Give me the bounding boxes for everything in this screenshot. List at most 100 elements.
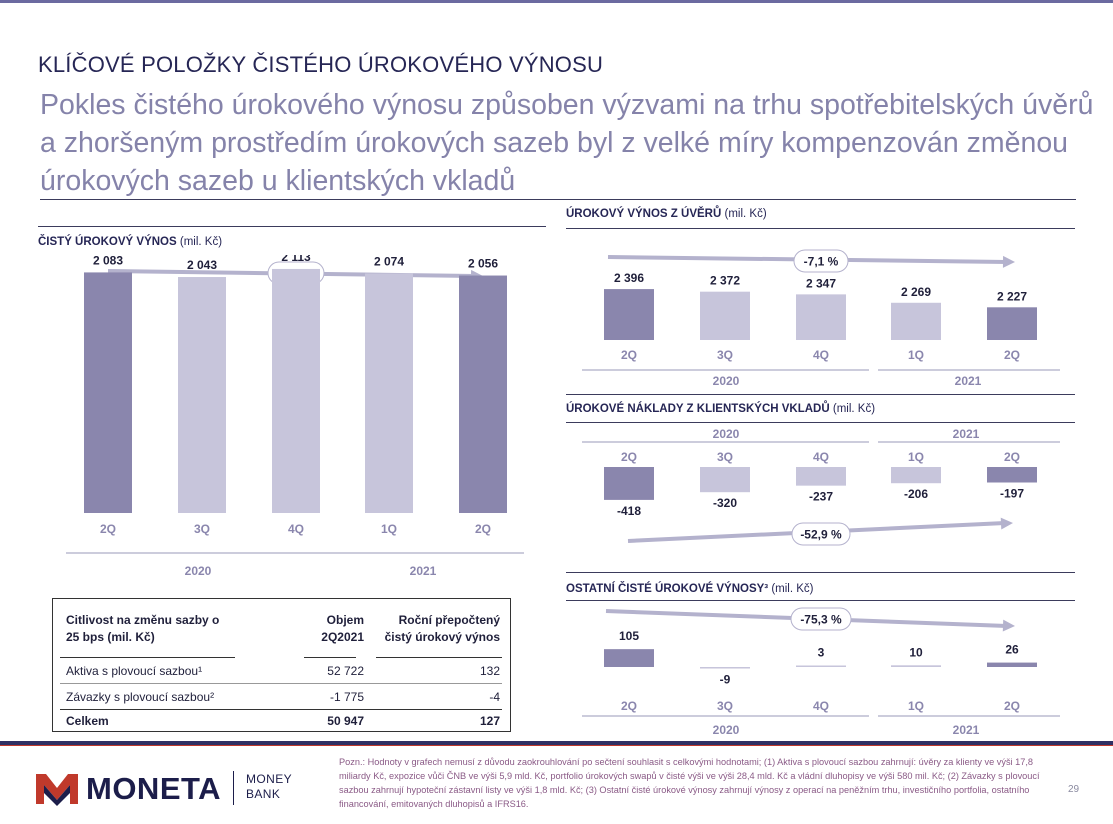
loan-category-label-2: 4Q	[813, 348, 829, 362]
dep-bottom-rule	[566, 572, 1075, 573]
sensitivity-table-frame	[52, 598, 511, 732]
header-nii-line2: čistý úrokový výnos	[384, 630, 500, 644]
nii-bar-3	[365, 273, 413, 513]
sensitivity-table: Citlivost na změnu sazby o 25 bps (mil. …	[58, 600, 508, 732]
header-label-line1: Citlivost na změnu sazby o	[66, 613, 220, 627]
table-header-underline	[304, 657, 356, 658]
other-title-unit: (mil. Kč)	[771, 583, 814, 595]
dep-category-label-0: 2Q	[621, 450, 637, 464]
top-accent-bar	[0, 0, 1113, 3]
nii-category-label-0: 2Q	[100, 522, 116, 536]
dep-change-pill	[791, 522, 851, 546]
table-cell: -1 775	[329, 690, 364, 704]
nii-value-label-0: 2 083	[93, 255, 123, 267]
loan-value-label-2: 2 347	[806, 276, 836, 290]
nii-category-label-4: 2Q	[475, 522, 491, 536]
dep-value-label-0: -418	[617, 504, 641, 518]
loan-category-label-1: 3Q	[717, 348, 733, 362]
loan-chart-title: ÚROKOVÝ VÝNOS Z ÚVĚRŮ (mil. Kč)	[566, 208, 767, 220]
table-cell: Celkem	[66, 714, 109, 728]
nii-title-text: ČISTÝ ÚROKOVÝ VÝNOS	[38, 236, 177, 248]
other-chart-title: OSTATNÍ ČISTÉ ÚROKOVÉ VÝNOSY³ (mil. Kč)	[566, 583, 814, 595]
dep-chart-title: ÚROKOVÉ NÁKLADY Z KLIENTSKÝCH VKLADŮ (mi…	[566, 403, 875, 415]
nii-year-label-1: 2021	[410, 564, 437, 578]
other-category-label-3: 1Q	[908, 699, 924, 713]
other-change-label: -75,3 %	[800, 613, 842, 627]
loan-year-label-0: 2020	[713, 374, 740, 388]
dep-trend-arrow-head	[1000, 517, 1013, 530]
table-cell: Závazky s plovoucí sazbou²	[66, 690, 215, 704]
table-cell: 132	[479, 664, 500, 678]
logo-tagline-line2: BANK	[246, 787, 281, 801]
nii-bar-0	[84, 272, 132, 513]
dep-year-label-1: 2021	[953, 427, 980, 441]
dep-change-label: -52,9 %	[800, 528, 842, 542]
other-value-label-2: 3	[818, 646, 825, 660]
sensitivity-header-nii: Roční přepočtený čistý úrokový výnos	[372, 600, 508, 658]
other-value-label-3: 10	[909, 645, 923, 659]
table-row: Závazky s plovoucí sazbou² -1 775 -4	[58, 684, 508, 710]
other-trend-arrow-head	[1002, 619, 1015, 632]
dep-title-text: ÚROKOVÉ NÁKLADY Z KLIENTSKÝCH VKLADŮ	[566, 403, 830, 415]
dep-category-label-1: 3Q	[717, 450, 733, 464]
page-number: 29	[1068, 784, 1080, 795]
dep-value-label-3: -206	[904, 487, 928, 501]
other-top-rule	[566, 600, 1075, 601]
nii-bar-1	[178, 277, 226, 513]
other-chart: -75,3 % 105 2Q -9 3Q 3 4Q 10 1Q 26 2Q 2020 2021	[582, 607, 1060, 737]
loan-bar-1	[700, 291, 750, 340]
subtitle-underline	[40, 199, 1076, 200]
loan-bottom-rule	[566, 394, 1075, 395]
dep-category-label-2: 4Q	[813, 450, 829, 464]
nii-year-label-0: 2020	[185, 564, 212, 578]
loan-bar-2	[796, 294, 846, 340]
loan-value-label-3: 2 269	[901, 285, 931, 299]
dep-value-label-1: -320	[713, 496, 737, 510]
dep-category-label-3: 1Q	[908, 450, 924, 464]
other-bar-0	[604, 649, 654, 667]
footnote: Pozn.: Hodnoty v grafech nemusí z důvodu…	[339, 757, 1040, 809]
nii-value-label-3: 2 074	[374, 255, 404, 268]
other-value-label-4: 26	[1005, 643, 1019, 657]
loan-bar-4	[987, 307, 1037, 340]
dep-bar-2	[796, 467, 846, 486]
loan-trend-arrow-head	[1002, 255, 1015, 268]
other-change-pill	[790, 607, 852, 631]
table-header-underline	[60, 657, 235, 658]
logo-tagline: MONEY BANK	[246, 772, 292, 802]
nii-category-label-1: 3Q	[194, 522, 210, 536]
dep-top-rule	[566, 422, 1075, 423]
loan-value-label-1: 2 372	[710, 274, 740, 288]
header-nii-line1: Roční přepočtený	[398, 613, 500, 627]
table-row-divider	[60, 683, 502, 684]
other-bar-2	[796, 665, 846, 667]
other-bar-1	[700, 667, 750, 669]
table-cell: 127	[479, 714, 500, 728]
loan-value-label-4: 2 227	[997, 289, 1027, 303]
dep-value-label-2: -237	[809, 490, 833, 504]
loan-top-rule	[566, 228, 1075, 229]
nii-value-label-4: 2 056	[468, 257, 498, 271]
loan-value-label-0: 2 396	[614, 271, 644, 285]
loan-year-label-1: 2021	[955, 374, 982, 388]
dep-bar-1	[700, 467, 750, 493]
loan-category-label-3: 1Q	[908, 348, 924, 362]
dep-bar-3	[891, 467, 941, 484]
other-year-label-0: 2020	[713, 723, 740, 737]
dep-category-label-4: 2Q	[1004, 450, 1020, 464]
header-label-line2: 25 bps (mil. Kč)	[66, 630, 155, 644]
dep-bar-4	[987, 467, 1037, 483]
logo-wordmark: MONETA	[86, 771, 222, 806]
loan-change-pill	[793, 249, 849, 273]
table-cell: 50 947	[327, 714, 364, 728]
loan-title-unit: (mil. Kč)	[724, 208, 767, 220]
table-cell: -4	[489, 690, 500, 704]
table-row: Aktiva s plovoucí sazbou¹ 52 722 132	[58, 658, 508, 684]
loan-title-text: ÚROKOVÝ VÝNOS Z ÚVĚRŮ	[566, 208, 722, 220]
dep-bar-0	[604, 467, 654, 500]
header-volume-line1: Objem	[326, 613, 364, 627]
other-category-label-1: 3Q	[717, 699, 733, 713]
other-category-label-4: 2Q	[1004, 699, 1020, 713]
other-bar-4	[987, 662, 1037, 667]
slide-heading: KLÍČOVÉ POLOŽKY ČISTÉHO ÚROKOVÉHO VÝNOSU	[38, 52, 604, 77]
